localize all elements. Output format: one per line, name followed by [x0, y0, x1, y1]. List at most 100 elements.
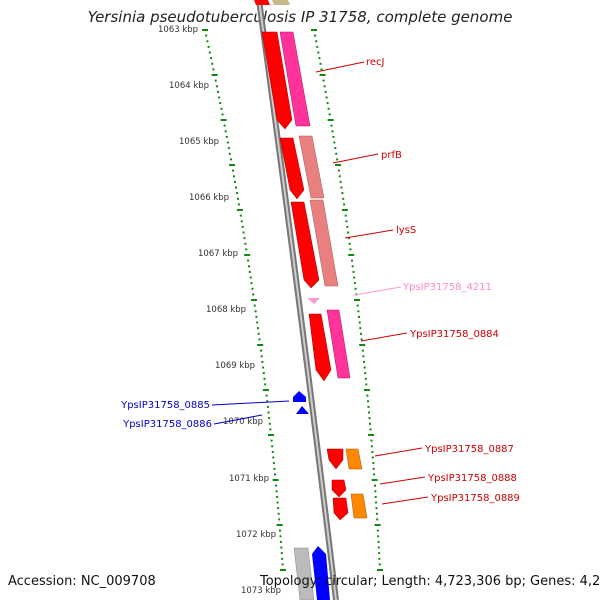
inner-tick-dot	[224, 130, 227, 133]
outer-tick-dot	[359, 327, 362, 330]
gene-label-prfB[interactable]: prfB	[381, 150, 402, 161]
inner-tick-dot	[266, 400, 269, 403]
outer-tick-dot	[319, 62, 322, 65]
leader-recJ	[315, 61, 365, 73]
gene-0889-track[interactable]	[350, 493, 368, 519]
inner-tick-dot	[269, 428, 272, 431]
outer-tick-dot	[354, 299, 360, 301]
inner-tick-dot	[230, 158, 232, 161]
gene-label-0889[interactable]: YpsIP31758_0889	[430, 493, 520, 504]
inner-tick-dot	[265, 394, 268, 397]
inner-tick-dot	[274, 473, 276, 476]
outer-tick-dot	[331, 130, 334, 133]
gene-0888-cds[interactable]	[331, 479, 347, 498]
gene-label-0888[interactable]: YpsIP31758_0888	[427, 473, 517, 484]
inner-tick-dot	[261, 360, 264, 363]
inner-tick-dot	[275, 484, 278, 487]
outer-tick-dot	[375, 512, 378, 515]
inner-tick-dot	[281, 563, 284, 566]
feature-top-tan	[272, 0, 290, 5]
tick-label-1066: 1066 kbp	[189, 193, 229, 203]
inner-tick-dot	[276, 524, 283, 526]
inner-tick-dot	[240, 220, 243, 223]
gene-label-lysS[interactable]: lysS	[396, 225, 416, 236]
gene-0887-track[interactable]	[345, 448, 363, 470]
gene-recJ-cds[interactable]	[261, 31, 293, 130]
outer-tick-dot	[367, 405, 370, 408]
feature-bottom-gray	[293, 547, 315, 600]
gene-prfB-track[interactable]	[298, 135, 325, 199]
leader-0884	[360, 332, 408, 342]
gene-YpsIP31758_4211[interactable]	[307, 298, 320, 304]
inner-tick-dot	[279, 540, 282, 543]
outer-tick-dot	[347, 237, 350, 240]
outer-tick-dot	[340, 186, 343, 189]
gene-0886[interactable]	[296, 406, 309, 414]
outer-tick-dot	[353, 276, 356, 279]
inner-tick-dot	[268, 422, 271, 425]
feature-top-red-stub	[254, 0, 270, 5]
inner-tick-dot	[251, 287, 254, 290]
inner-tick-dot	[208, 51, 211, 54]
inner-tick-dot	[232, 169, 234, 172]
inner-tick-dot	[280, 552, 283, 555]
gene-label-0886[interactable]: YpsIP31758_0886	[122, 419, 212, 430]
outer-tick-dot	[368, 417, 371, 420]
gene-0884-cds[interactable]	[308, 313, 332, 382]
outer-tick-dot	[341, 192, 344, 195]
tick-label-1065: 1065 kbp	[179, 137, 219, 147]
outer-tick-dot	[372, 467, 375, 470]
inner-tick-dot	[241, 225, 244, 228]
gene-labels: recJ prfB lysS YpsIP31758_4211 YpsIP3175…	[120, 57, 520, 504]
outer-tick-dot	[364, 372, 367, 375]
gene-label-0887[interactable]: YpsIP31758_0887	[424, 444, 514, 455]
outer-tick-dot	[375, 501, 378, 504]
inner-tick-dot	[248, 265, 250, 268]
gene-recJ-track[interactable]	[279, 31, 311, 127]
gene-lysS-cds[interactable]	[290, 201, 320, 289]
outer-tick-dot	[363, 389, 370, 391]
inner-tick-dot	[280, 546, 283, 549]
outer-tick-dot	[363, 360, 365, 363]
gene-label-0885[interactable]: YpsIP31758_0885	[120, 400, 210, 411]
topology-text: Topology: circular;	[260, 574, 378, 589]
inner-tick-dot	[275, 490, 278, 493]
outer-tick-dot	[377, 535, 380, 538]
inner-tick-dot	[264, 383, 267, 386]
outer-tick-dot	[357, 310, 360, 313]
gene-label-4211[interactable]: YpsIP31758_4211	[402, 282, 492, 293]
inner-tick-dot	[257, 344, 264, 346]
gene-0887-cds[interactable]	[326, 448, 344, 470]
gene-label-0884[interactable]: YpsIP31758_0884	[409, 329, 499, 340]
gene-lysS-track[interactable]	[309, 199, 339, 287]
outer-tick-dot	[326, 102, 329, 105]
gene-prfB-cds[interactable]	[279, 137, 305, 200]
genes-count-text: Genes: 4,257	[530, 574, 600, 589]
inner-tick-dot	[247, 259, 250, 262]
outer-tick-dot	[314, 34, 317, 37]
gene-0884-track[interactable]	[326, 309, 351, 379]
inner-tick-dot	[279, 535, 282, 538]
outer-tick-dot	[335, 164, 341, 166]
outer-tick-dot	[343, 203, 346, 206]
outer-tick-dot	[323, 85, 326, 88]
outer-tick-dot	[348, 254, 355, 256]
inner-tick-dot	[272, 479, 279, 481]
inner-tick-dot	[207, 45, 210, 48]
inner-tick-dot	[220, 119, 227, 121]
tick-label-1067: 1067 kbp	[198, 249, 238, 259]
inner-tick-dot	[250, 282, 253, 285]
inner-tick-dot	[257, 327, 259, 330]
gene-0889-cds[interactable]	[332, 497, 349, 521]
outer-tick-dot	[359, 344, 366, 346]
outer-tick-dot	[330, 124, 333, 127]
inner-tick-dot	[217, 90, 219, 93]
gene-label-recJ[interactable]: recJ	[366, 57, 385, 68]
inner-tick-dot	[234, 180, 236, 183]
outer-tick-dot	[345, 220, 348, 223]
outer-tick-dot	[328, 113, 331, 116]
outer-tick-dot	[348, 242, 351, 245]
outer-tick-dot	[319, 74, 326, 76]
gene-0885[interactable]	[293, 391, 306, 402]
inner-tick-dot	[220, 107, 223, 110]
